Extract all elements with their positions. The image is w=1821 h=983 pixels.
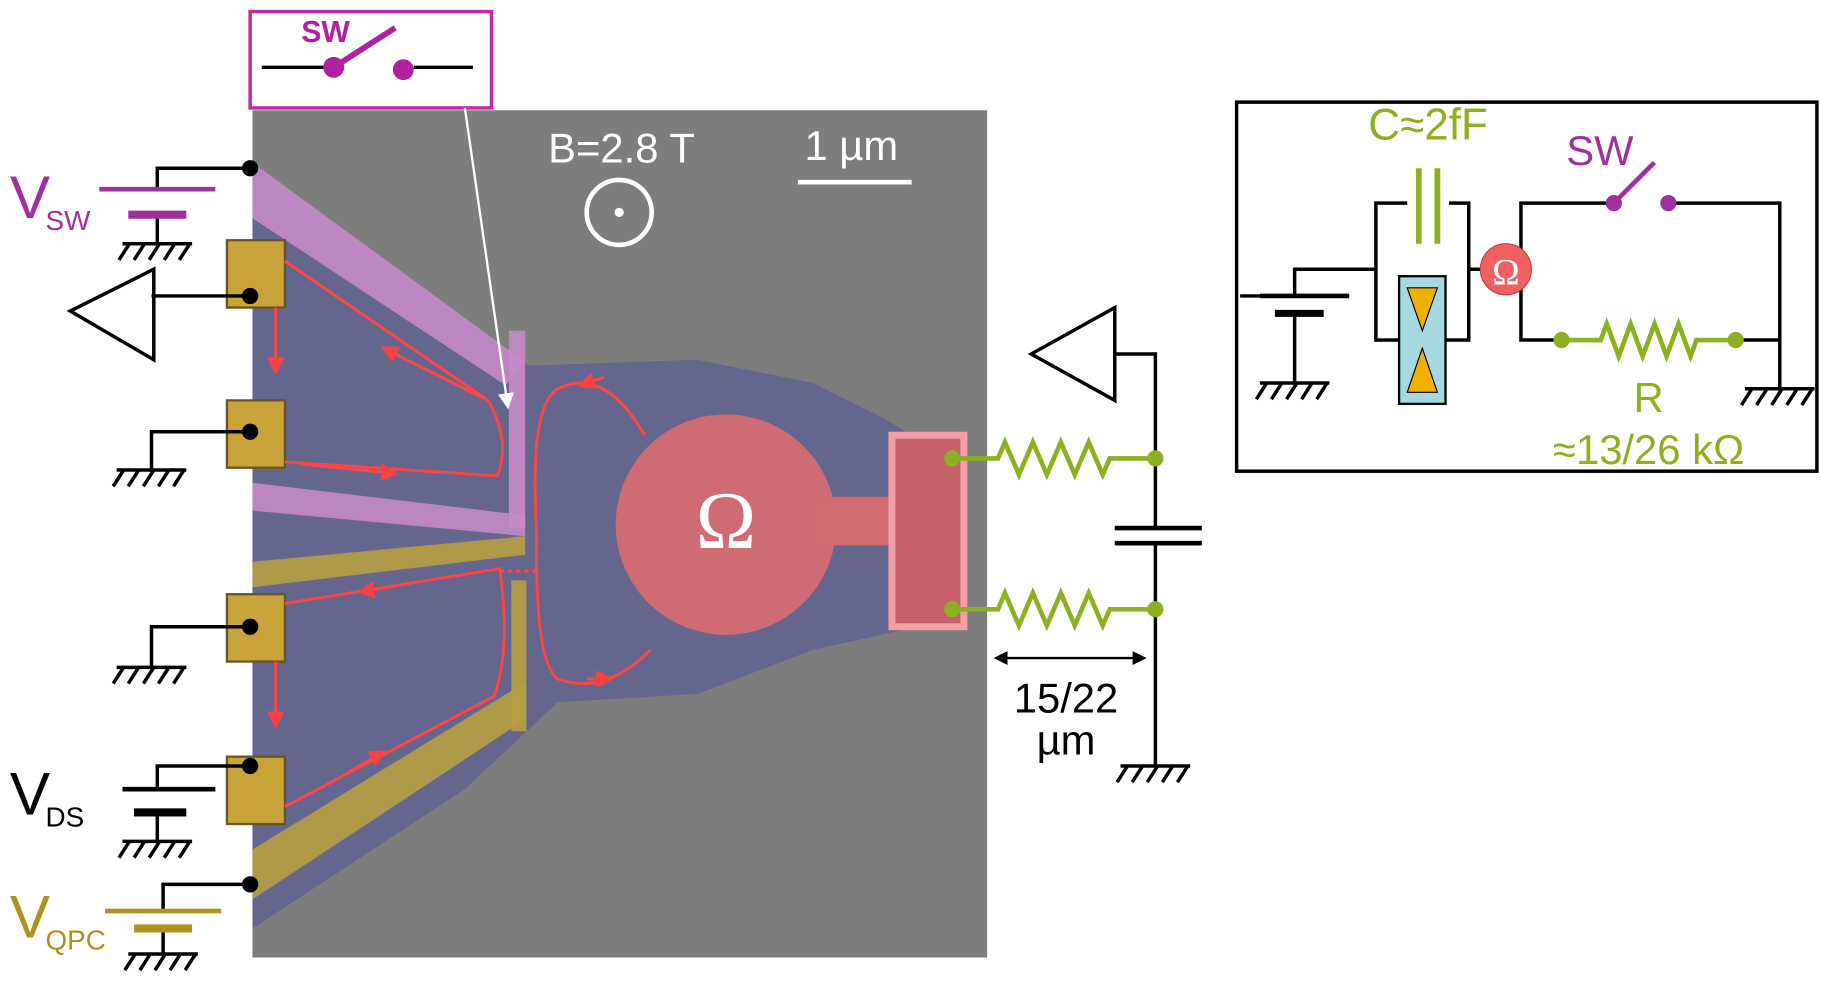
ground	[1117, 766, 1190, 782]
ground	[113, 470, 186, 486]
amplifier	[70, 269, 154, 360]
resistor-label: R	[1634, 374, 1664, 421]
figure: Ω B=2.8 T 1 µm SW VSW VDS VQPC	[0, 0, 1821, 983]
source-sub: QPC	[46, 924, 106, 955]
source-label: VDS	[10, 760, 84, 833]
wire	[1115, 354, 1156, 766]
node	[242, 160, 258, 176]
node	[1728, 332, 1744, 348]
source-main: V	[10, 163, 50, 231]
switch-label: SW	[1566, 127, 1634, 174]
switch-node	[393, 59, 414, 80]
switch-node	[1660, 195, 1676, 211]
amplifier	[1031, 308, 1115, 401]
node	[242, 288, 258, 304]
node	[242, 876, 258, 892]
capacitor-label: C≈2fF	[1368, 100, 1488, 149]
switch-node	[1606, 195, 1622, 211]
left-wiring	[70, 168, 250, 954]
source-label: VSW	[10, 163, 91, 236]
source-label: VQPC	[10, 883, 106, 956]
ground	[113, 667, 186, 683]
source-main: V	[10, 760, 50, 828]
field-label: B=2.8 T	[548, 124, 695, 171]
node	[242, 424, 258, 440]
source-main: V	[10, 883, 50, 951]
node	[1553, 332, 1569, 348]
field-direction-dot	[615, 208, 624, 217]
node	[1147, 601, 1163, 617]
wire	[1469, 203, 1780, 389]
gate-sw	[509, 331, 525, 528]
wire	[163, 884, 250, 954]
ground	[119, 244, 192, 260]
length-value: 15/22	[1014, 675, 1119, 722]
node	[944, 450, 960, 466]
circuit-box	[1237, 102, 1817, 471]
ohmic-symbol: Ω	[1492, 252, 1520, 293]
switch-inset	[250, 12, 491, 108]
ground	[125, 954, 198, 970]
source-sub: DS	[46, 801, 85, 832]
ohmic-symbol: Ω	[696, 476, 756, 566]
node	[242, 758, 258, 774]
node	[1147, 450, 1163, 466]
resistance-label: ≈13/26 kΩ	[1553, 426, 1744, 473]
switch-node	[323, 57, 344, 78]
page: { "inset_switch": {"label": "SW"}, "samp…	[0, 0, 1821, 983]
ground	[1256, 383, 1329, 399]
ground	[1741, 389, 1814, 405]
node	[242, 619, 258, 635]
length-unit: µm	[1037, 716, 1096, 763]
resistor	[1562, 324, 1736, 356]
wire	[157, 168, 250, 189]
scale-bar-label: 1 µm	[804, 122, 898, 169]
source-sub: SW	[46, 205, 92, 236]
capacitor-gap	[1407, 172, 1449, 242]
ground	[119, 841, 192, 857]
switch-label: SW	[301, 16, 350, 49]
wire	[1240, 269, 1376, 296]
node	[944, 601, 960, 617]
